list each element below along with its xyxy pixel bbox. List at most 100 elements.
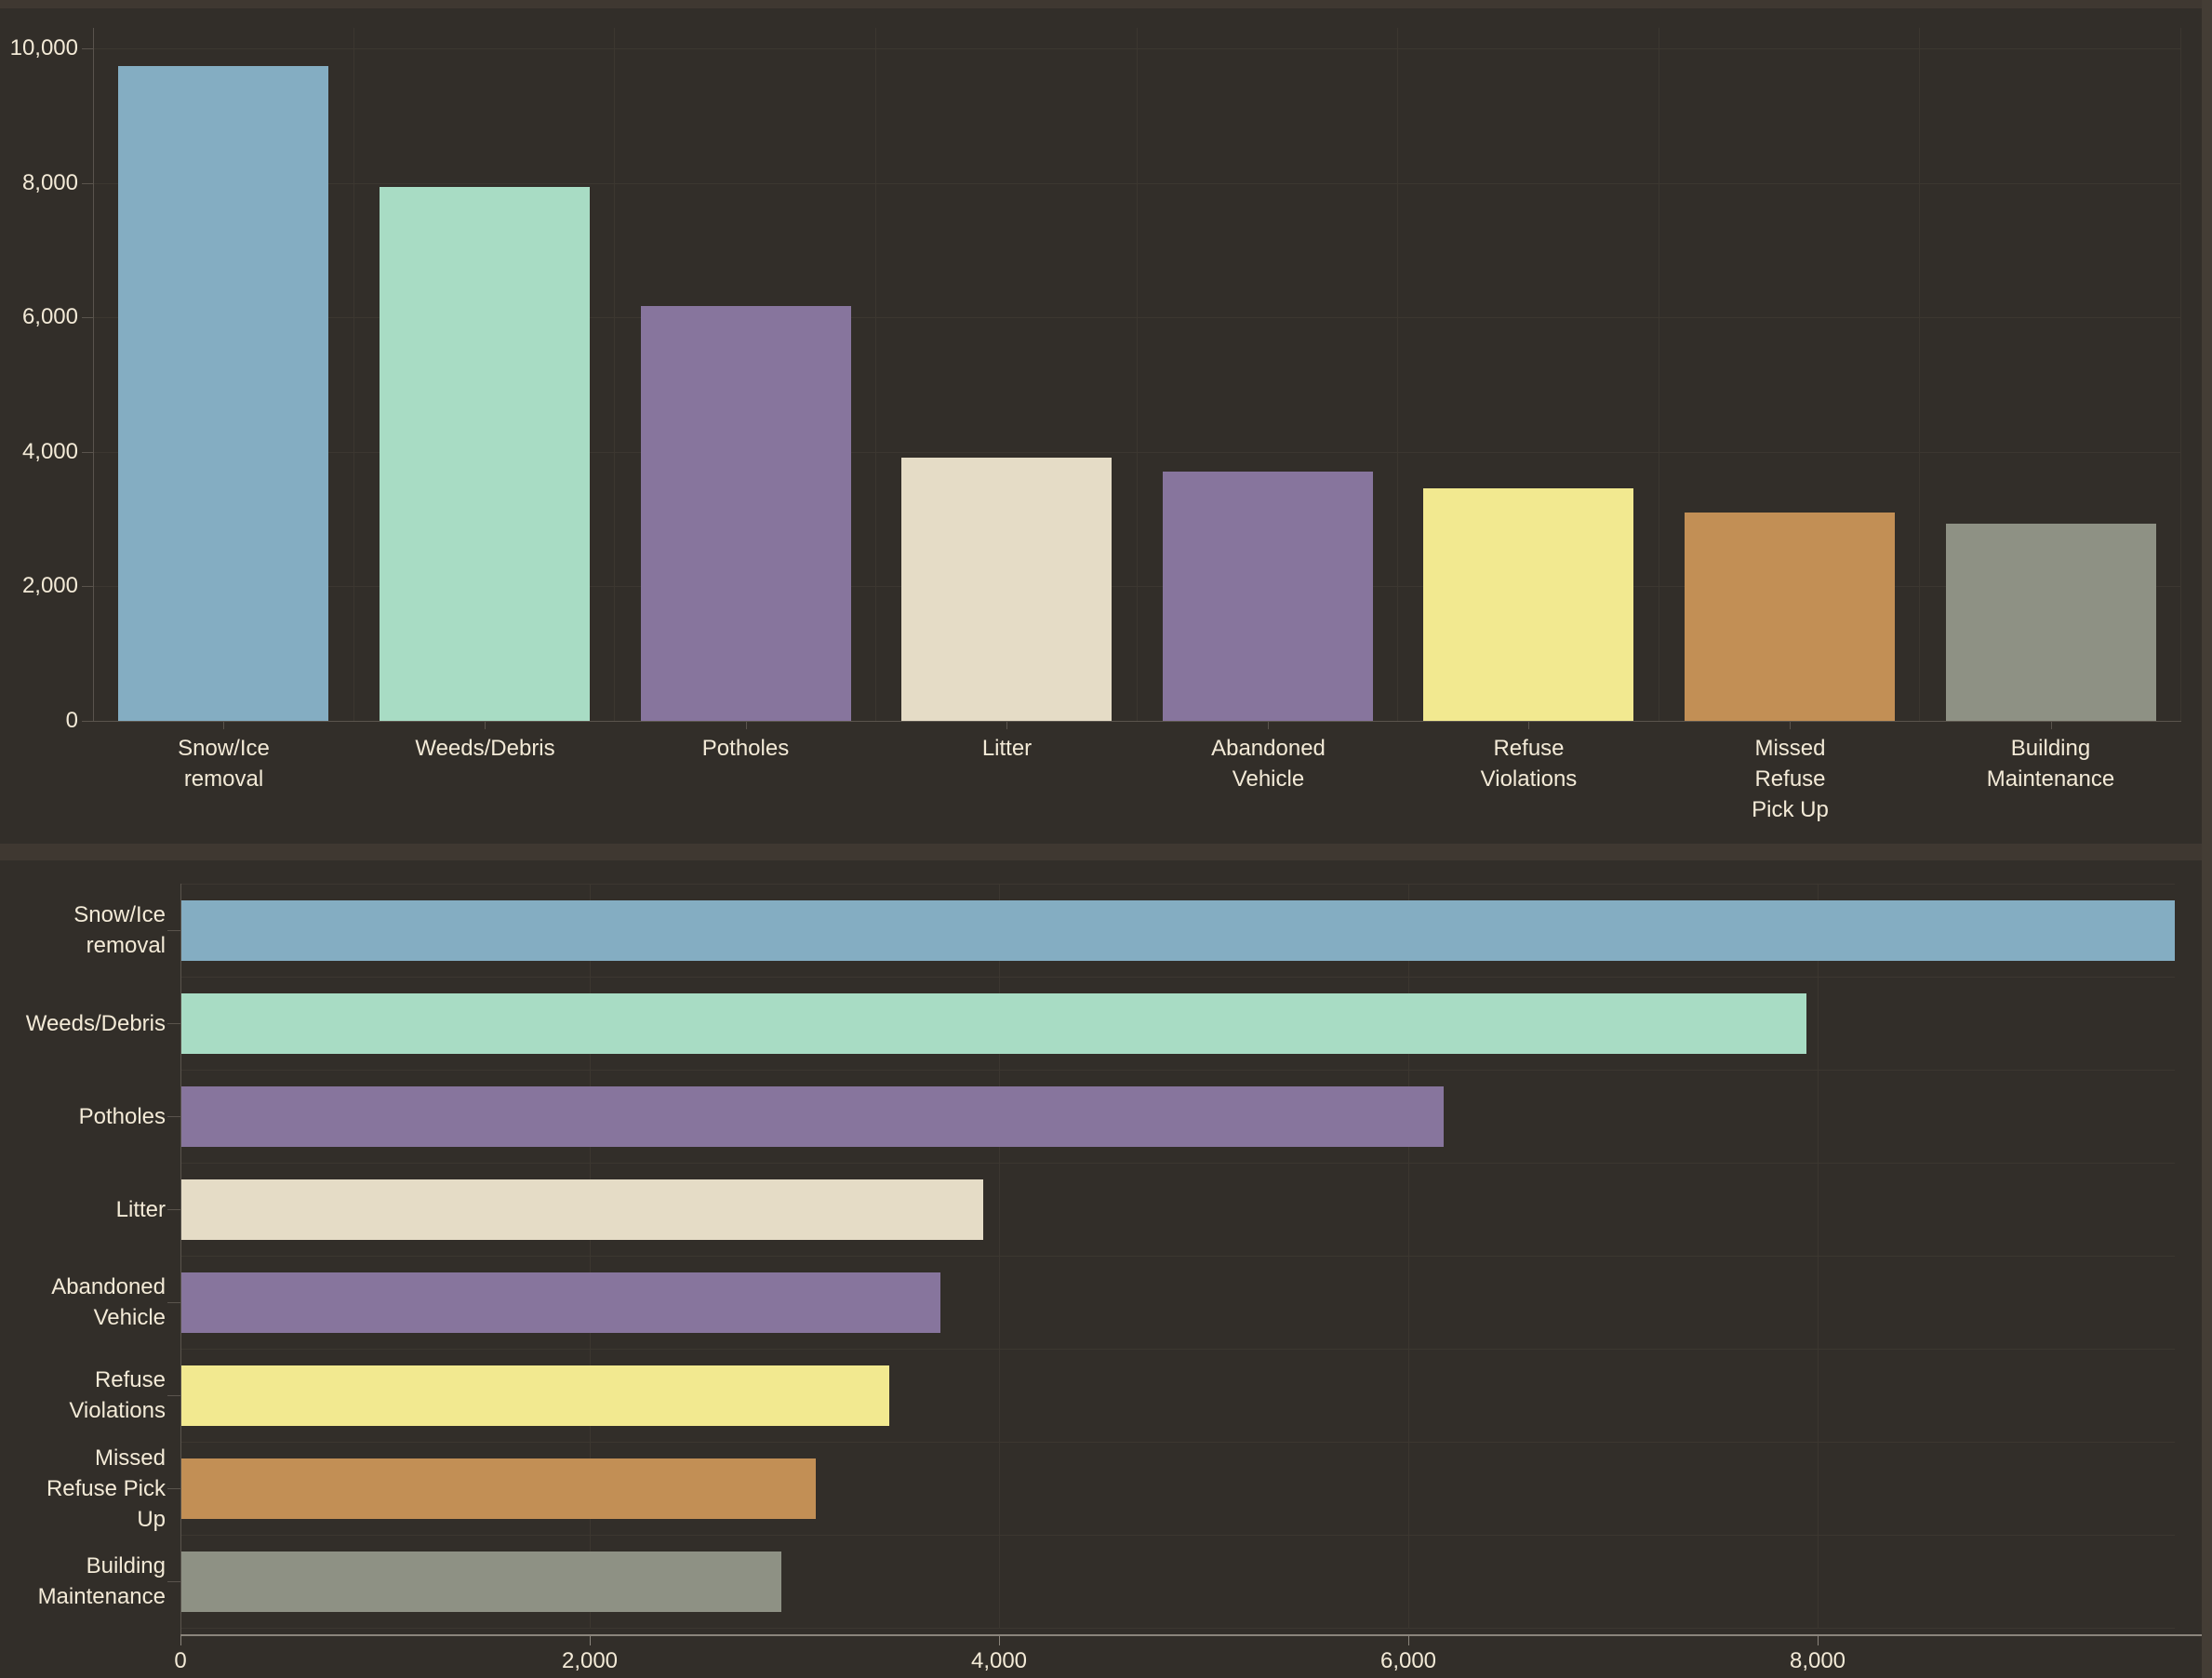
y-axis-category-label-line: Refuse (94, 1367, 166, 1392)
gridline (1408, 884, 1409, 1628)
bar-weeds-debris[interactable] (181, 993, 1806, 1054)
y-axis-category-label-line: Litter (115, 1197, 166, 1222)
y-axis-tick-label: 8,000 (21, 170, 78, 195)
y-axis-tick (82, 452, 93, 453)
y-axis-category-label-line: removal (86, 933, 166, 958)
y-axis-line (180, 884, 181, 1634)
y-axis-tick (167, 1023, 180, 1024)
x-axis-tick-label: 4,000 (970, 1648, 1028, 1673)
gridline (93, 48, 2181, 49)
y-axis-category-label-line: Weeds/Debris (25, 1011, 166, 1036)
gridline (93, 317, 2181, 318)
y-axis-category-label-line: Missed (94, 1445, 166, 1471)
gridline (590, 884, 591, 1628)
window-top-edge (0, 0, 2212, 8)
y-axis-category-label-line: Violations (69, 1398, 166, 1423)
x-axis-tick (590, 1634, 591, 1645)
x-axis-category-label: Potholes (615, 733, 876, 764)
gridline (180, 1349, 2175, 1350)
x-axis-tick (1818, 1634, 1819, 1645)
gridline (353, 28, 354, 721)
gridline (180, 1628, 2175, 1629)
x-axis-category-label-line: Refuse (1493, 736, 1565, 761)
y-axis-category-label: Refuse Violations (0, 1365, 166, 1426)
bar-refuse-violations[interactable] (181, 1365, 889, 1426)
x-axis-tick-label: 6,000 (1379, 1648, 1437, 1673)
gridline (1919, 28, 1920, 721)
y-axis-tick-label: 2,000 (21, 573, 78, 598)
x-axis-category-label-line: Missed (1754, 736, 1826, 761)
y-axis-tick-label: 4,000 (21, 439, 78, 464)
gridline (180, 1535, 2175, 1536)
bar-missed-refuse-pick-up[interactable] (181, 1458, 816, 1519)
y-axis-tick (167, 1116, 180, 1117)
x-axis-tick (2051, 721, 2052, 729)
bar-snow-ice-removal[interactable] (181, 900, 2175, 961)
gridline (180, 1256, 2175, 1257)
x-axis-category-label-line: Maintenance (1986, 766, 2115, 792)
y-axis-category-label: Missed Refuse Pick Up (0, 1443, 166, 1535)
x-axis-category-label: Weeds/Debris (354, 733, 616, 764)
x-axis-tick (1790, 721, 1791, 729)
panel-divider (0, 844, 2212, 860)
y-axis-tick (167, 930, 180, 931)
y-axis-tick (167, 1488, 180, 1489)
x-axis-category-label: Refuse Violations (1398, 733, 1659, 794)
gridline (999, 884, 1000, 1628)
x-axis-tick (485, 721, 486, 729)
gridline (1818, 884, 1819, 1628)
y-axis-tick-label: 0 (65, 708, 78, 733)
x-axis-tick (1268, 721, 1269, 729)
x-axis-tick-label: 0 (174, 1648, 187, 1673)
gridline (180, 1163, 2175, 1164)
gridline (2180, 28, 2181, 721)
x-axis-category-label: Missed Refuse Pick Up (1659, 733, 1921, 825)
x-axis-category-label: Building Maintenance (1920, 733, 2181, 794)
gridline (93, 183, 2181, 184)
gridline (93, 586, 2181, 587)
x-axis-tick (1006, 721, 1007, 729)
gridline (180, 977, 2175, 978)
window-right-edge (2202, 0, 2212, 1678)
column-bar-weeds-debris[interactable] (380, 187, 590, 721)
column-bar-snow-ice-removal[interactable] (118, 66, 328, 721)
y-axis-tick-label: 6,000 (21, 304, 78, 329)
y-axis-category-label-line: Maintenance (37, 1584, 166, 1609)
x-axis-line (180, 1634, 2212, 1636)
x-axis-category-label: Litter (876, 733, 1138, 764)
x-axis-category-label-line: Building (2010, 736, 2091, 761)
column-bar-potholes[interactable] (641, 306, 851, 721)
y-axis-tick (167, 1209, 180, 1210)
y-axis-tick-label: 10,000 (9, 35, 78, 60)
y-axis-tick (82, 721, 93, 722)
gridline (875, 28, 876, 721)
gridline (1397, 28, 1398, 721)
column-bar-building-maintenance[interactable] (1946, 524, 2156, 721)
bar-litter[interactable] (181, 1179, 983, 1240)
bar-building-maintenance[interactable] (181, 1551, 781, 1612)
y-axis-tick (167, 1581, 180, 1582)
column-bar-missed-refuse-pick-up[interactable] (1685, 513, 1895, 721)
gridline (180, 884, 2175, 885)
x-axis-tick-label: 2,000 (561, 1648, 619, 1673)
y-axis-tick (82, 586, 93, 587)
gridline (614, 28, 615, 721)
y-axis-category-label-line: Snow/Ice (73, 902, 166, 927)
column-bar-abandoned-vehicle[interactable] (1163, 472, 1373, 721)
y-axis-category-label-line: Abandoned (51, 1274, 166, 1299)
x-axis-category-label-line: Vehicle (1232, 766, 1305, 792)
x-axis-tick (223, 721, 224, 729)
y-axis-category-label: Snow/Ice removal (0, 899, 166, 961)
bar-potholes[interactable] (181, 1086, 1444, 1147)
x-axis-category-label: Snow/Ice removal (93, 733, 354, 794)
bar-abandoned-vehicle[interactable] (181, 1272, 940, 1333)
x-axis-category-label-line: Abandoned (1211, 736, 1326, 761)
column-bar-litter[interactable] (901, 458, 1112, 721)
x-axis-category-label-line: Weeds/Debris (415, 736, 555, 761)
column-bar-refuse-violations[interactable] (1423, 488, 1633, 721)
y-axis-line (93, 28, 94, 721)
y-axis-tick (82, 183, 93, 184)
x-axis-category-label-line: Potholes (701, 736, 790, 761)
